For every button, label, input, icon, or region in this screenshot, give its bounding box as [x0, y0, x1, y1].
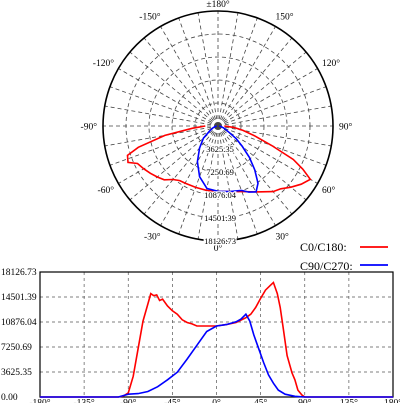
polar-spoke	[160, 125, 219, 226]
polar-spoke	[217, 17, 258, 127]
polar-ring	[148, 56, 288, 196]
polar-spoke	[217, 125, 318, 184]
polar-spoke	[143, 37, 219, 127]
polar-spoke	[217, 12, 239, 127]
y-tick-label: 3625.35	[1, 368, 32, 378]
polar-spoke	[217, 105, 332, 127]
polar-angle-label: 60°	[322, 185, 336, 196]
x-tick-label: -135°	[74, 398, 95, 403]
plot-frame	[39, 271, 394, 398]
legend-label-c90-c270: C90/C270:	[300, 259, 353, 273]
x-tick-label: 0°	[212, 398, 221, 403]
polar-spoke	[129, 51, 219, 127]
polar-angle-label: -90°	[81, 122, 98, 133]
polar-spoke	[104, 125, 219, 147]
y-tick-label: 0.00	[1, 393, 18, 403]
polar-angle-label: ±180°	[206, 0, 229, 10]
polar-spoke	[217, 125, 332, 147]
polar-spoke	[217, 68, 318, 127]
polar-spoke	[178, 17, 219, 127]
polar-spoke	[104, 105, 219, 127]
polar-spoke	[217, 37, 293, 127]
polar-angle-label: -30°	[144, 231, 161, 242]
polar-spoke	[217, 125, 307, 201]
x-tick-label: -90°	[120, 398, 137, 403]
series-line	[40, 312, 393, 398]
polar-angle-label: -60°	[98, 185, 115, 196]
y-tick-label: 18126.73	[1, 268, 37, 278]
polar-angle-label: -150°	[139, 12, 160, 23]
polar-angle-label: 30°	[276, 231, 290, 242]
polar-spoke	[197, 12, 219, 127]
polar-angle-label: 0°	[214, 243, 223, 254]
y-tick-label: 7250.69	[1, 343, 32, 353]
polar-curve	[196, 125, 259, 193]
x-tick-label: 90°	[298, 398, 312, 403]
legend-label-c0-c180: C0/C180:	[300, 240, 347, 254]
polar-spoke	[109, 86, 219, 127]
polar-ring	[125, 33, 311, 219]
y-tick-label: 14501.39	[1, 293, 37, 303]
polar-radial-label: 7250.69	[206, 167, 234, 177]
polar-spoke	[217, 125, 258, 235]
polar-spoke	[217, 51, 307, 127]
polar-radial-label: 18126.73	[204, 236, 236, 246]
polar-radial-label: 3625.35	[206, 144, 234, 154]
polar-angle-label: -120°	[93, 58, 114, 69]
polar-angle-label: 150°	[276, 12, 294, 23]
polar-spoke	[197, 125, 219, 240]
x-tick-label: 180°	[384, 398, 400, 403]
polar-diagram: ±180° -150° 150° -120° 120° -90° 90° -60° 60° -30…	[81, 0, 353, 254]
polar-angle-label: 120°	[322, 58, 340, 69]
polar-spoke	[217, 86, 327, 127]
polar-spoke	[129, 125, 219, 201]
x-tick-label: 45°	[254, 398, 268, 403]
polar-spoke	[178, 125, 219, 235]
polar-radial-label: 10876.04	[204, 190, 237, 200]
polar-spoke	[217, 26, 276, 127]
polar-angle-label: 90°	[339, 122, 353, 133]
polar-spoke	[160, 26, 219, 127]
polar-spoke	[217, 125, 276, 226]
polar-spoke	[118, 125, 219, 184]
polar-spoke	[109, 125, 219, 166]
polar-ring	[194, 102, 242, 150]
y-tick-label: 10876.04	[1, 318, 37, 328]
polar-ring	[171, 79, 265, 173]
polar-spoke	[217, 125, 239, 240]
x-tick-label: -45°	[164, 398, 181, 403]
polar-radial-label: 14501.39	[204, 213, 236, 223]
polar-spoke	[143, 125, 219, 215]
polar-spoke	[118, 68, 219, 127]
linear-plot: -180° -135° -90° -45° 0° 45° 90° 135° 180° 0.00 36…	[1, 268, 400, 403]
polar-outline	[102, 10, 334, 242]
series-line	[40, 281, 393, 398]
legend: C0/C180: C90/C270:	[300, 240, 388, 273]
x-tick-label: 135°	[340, 398, 358, 403]
polar-curve	[126, 125, 312, 193]
x-tick-label: -180°	[29, 398, 50, 403]
